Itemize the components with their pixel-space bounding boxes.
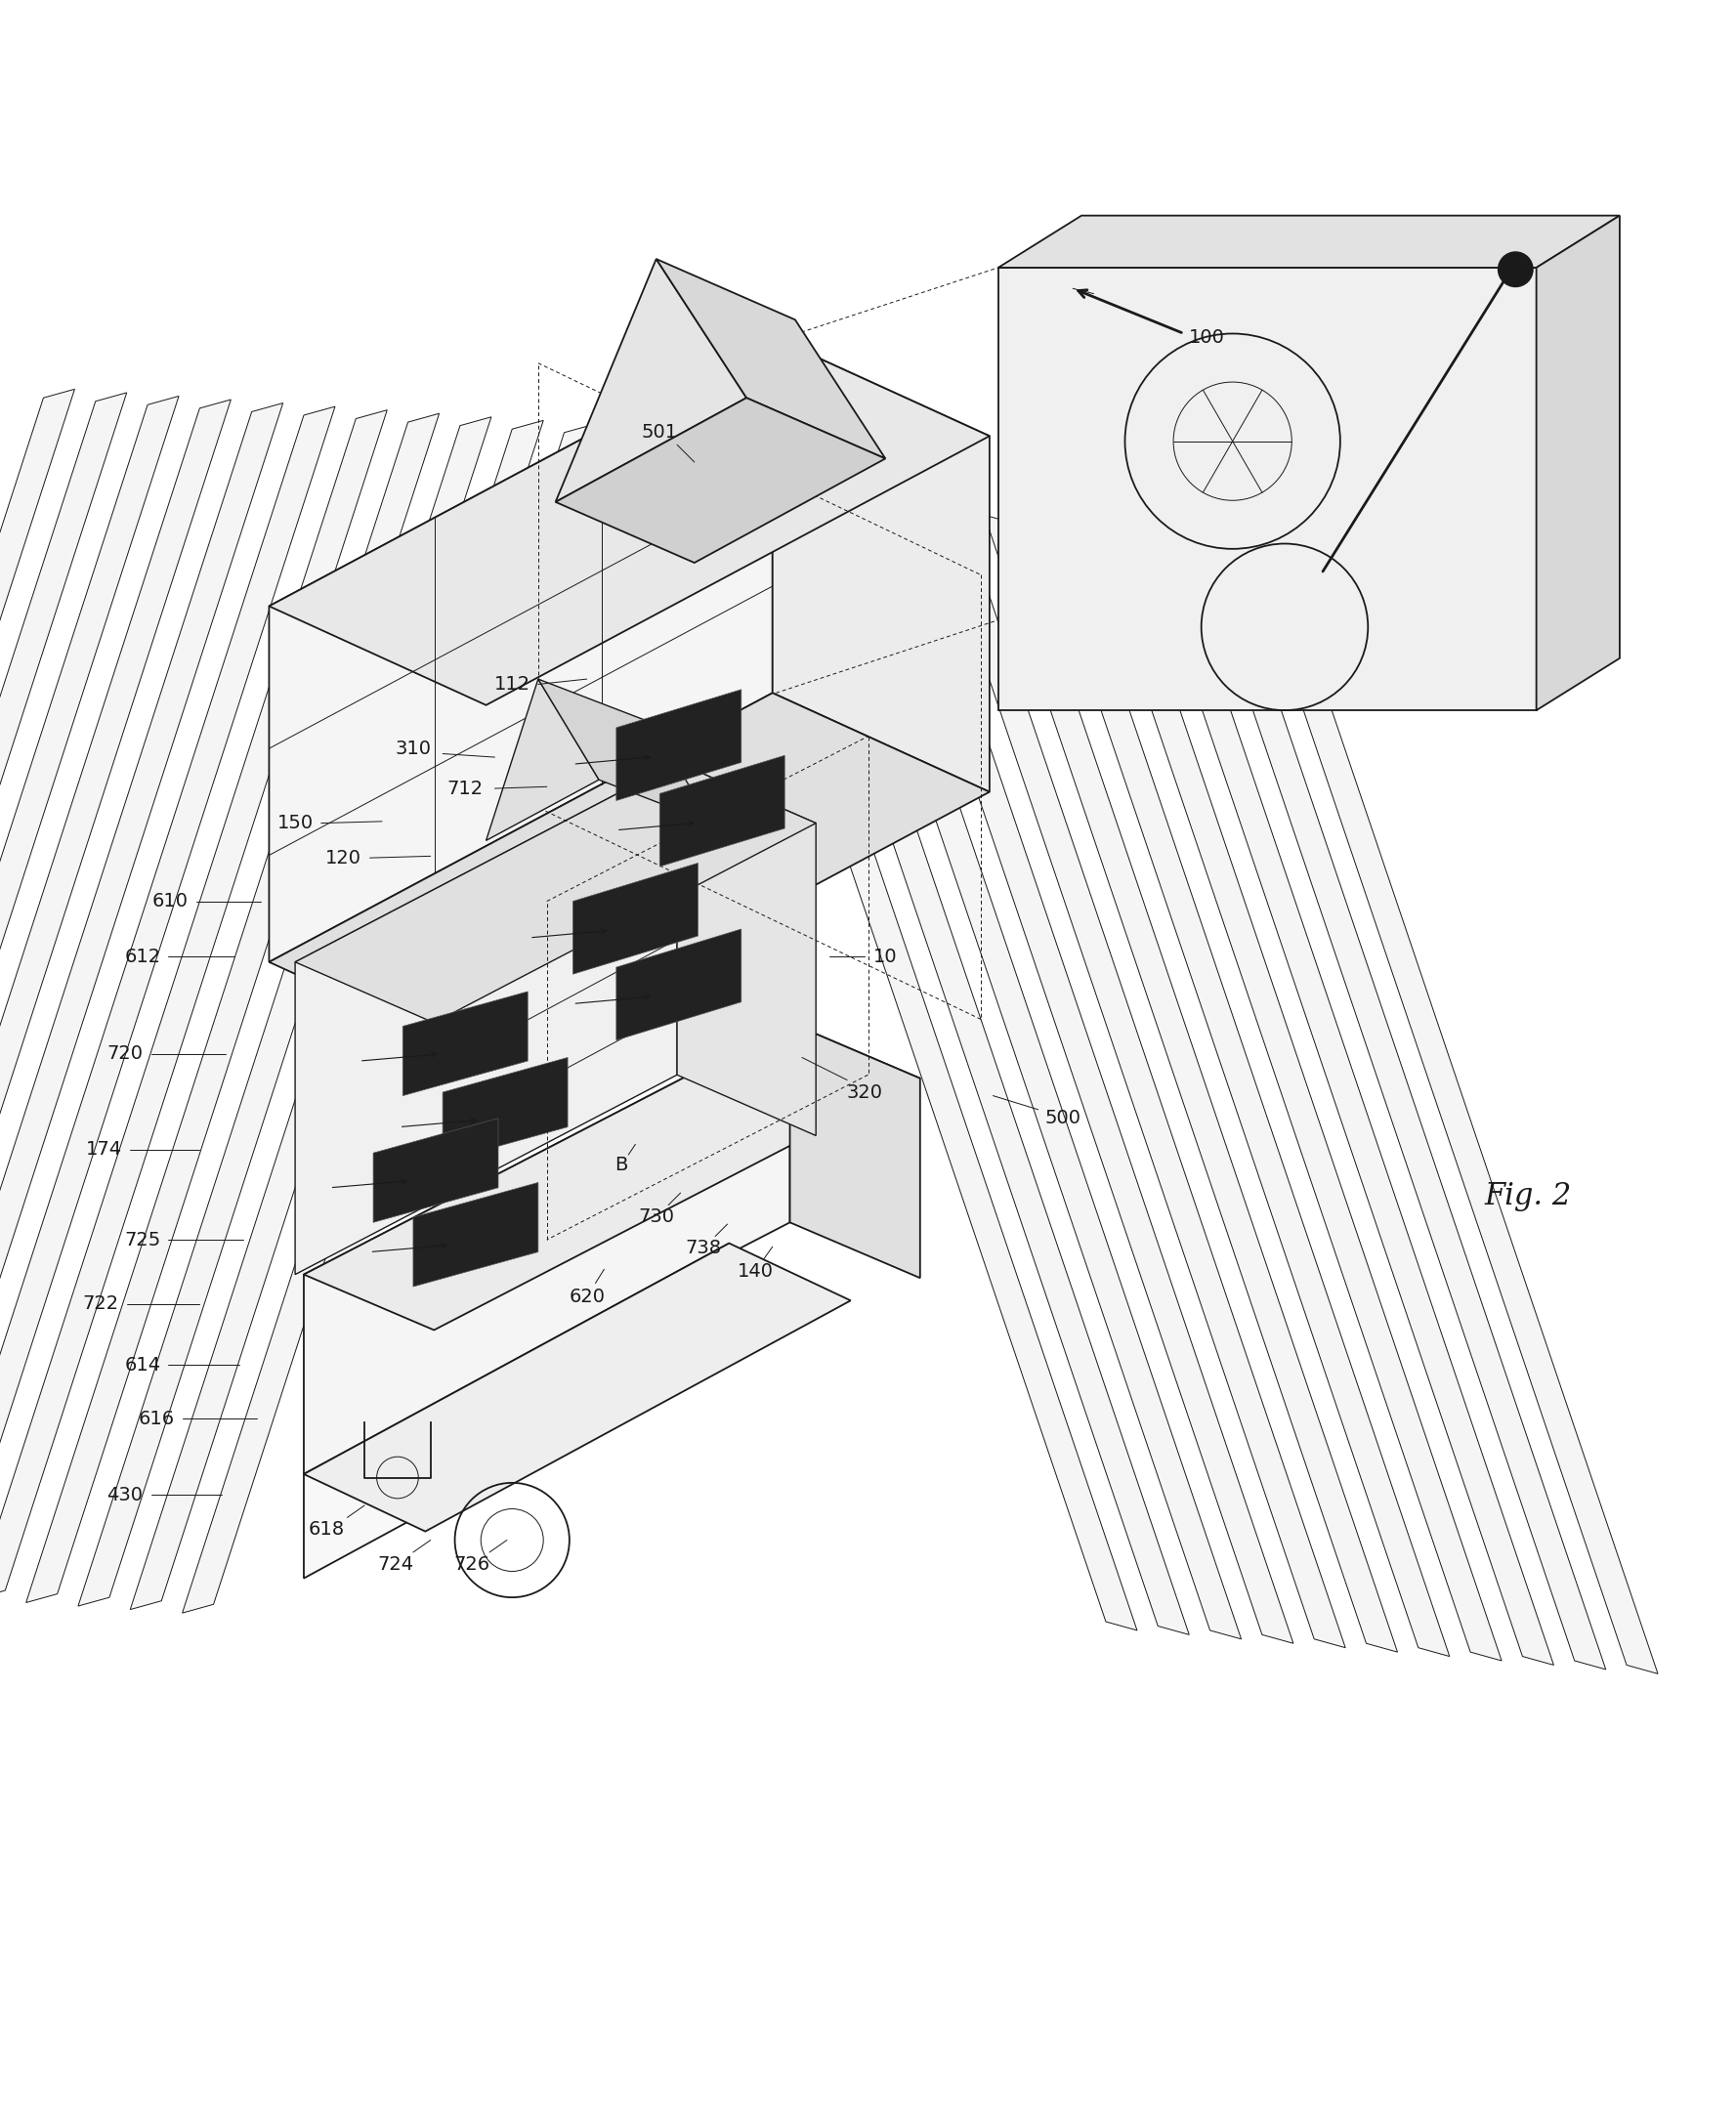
Text: 430: 430 [108, 1485, 142, 1504]
Polygon shape [443, 1058, 568, 1161]
Polygon shape [269, 336, 990, 704]
Text: 712: 712 [448, 778, 483, 797]
Polygon shape [0, 410, 387, 1599]
Text: 620: 620 [569, 1288, 604, 1307]
Text: 174: 174 [87, 1140, 122, 1159]
Polygon shape [660, 755, 785, 867]
Polygon shape [0, 400, 231, 1588]
Polygon shape [556, 398, 885, 563]
Circle shape [1498, 252, 1533, 288]
Polygon shape [130, 421, 543, 1610]
Text: 120: 120 [326, 848, 361, 867]
Text: 725: 725 [125, 1231, 160, 1250]
Polygon shape [1088, 525, 1502, 1660]
Polygon shape [0, 406, 335, 1595]
Polygon shape [724, 493, 1137, 1631]
Polygon shape [304, 1024, 790, 1474]
Polygon shape [0, 396, 179, 1586]
Polygon shape [984, 516, 1397, 1652]
Text: 310: 310 [396, 740, 431, 757]
Polygon shape [998, 269, 1536, 711]
Polygon shape [304, 1024, 920, 1330]
Text: 10: 10 [873, 948, 898, 967]
Polygon shape [656, 258, 885, 459]
Polygon shape [304, 1244, 851, 1531]
Polygon shape [0, 404, 283, 1593]
Polygon shape [790, 1024, 920, 1277]
Polygon shape [373, 1119, 498, 1222]
Polygon shape [1245, 537, 1658, 1673]
Text: 500: 500 [1045, 1108, 1080, 1127]
Text: 610: 610 [153, 893, 187, 912]
Polygon shape [538, 679, 712, 823]
Polygon shape [828, 501, 1241, 1639]
Text: 726: 726 [455, 1555, 490, 1574]
Polygon shape [776, 497, 1189, 1635]
Polygon shape [295, 761, 816, 1024]
Text: B: B [615, 1157, 628, 1174]
Text: 616: 616 [139, 1409, 174, 1428]
Text: 501: 501 [642, 423, 677, 442]
Text: 150: 150 [278, 814, 312, 833]
Text: 720: 720 [108, 1045, 142, 1064]
Polygon shape [616, 689, 741, 802]
Polygon shape [556, 258, 746, 501]
Polygon shape [998, 216, 1620, 269]
Polygon shape [486, 679, 599, 840]
Text: 722: 722 [83, 1294, 118, 1313]
Text: 320: 320 [847, 1083, 882, 1102]
Text: 112: 112 [495, 675, 529, 694]
Polygon shape [269, 336, 773, 962]
Polygon shape [0, 393, 127, 1582]
Polygon shape [880, 505, 1293, 1643]
Polygon shape [304, 1244, 729, 1578]
Polygon shape [0, 389, 75, 1578]
Polygon shape [182, 423, 595, 1614]
Polygon shape [1193, 533, 1606, 1669]
Text: 724: 724 [378, 1555, 413, 1574]
Text: 614: 614 [125, 1356, 160, 1375]
Polygon shape [616, 928, 741, 1041]
Text: Fig. 2: Fig. 2 [1484, 1182, 1571, 1212]
Text: 140: 140 [738, 1263, 773, 1280]
Text: 100: 100 [1189, 328, 1224, 347]
Text: 618: 618 [309, 1521, 344, 1540]
Polygon shape [1036, 520, 1450, 1656]
Polygon shape [295, 761, 677, 1275]
Polygon shape [932, 510, 1345, 1648]
Polygon shape [403, 992, 528, 1096]
Polygon shape [26, 412, 439, 1603]
Text: 738: 738 [686, 1239, 720, 1258]
Polygon shape [773, 336, 990, 791]
Polygon shape [78, 417, 491, 1605]
Text: 612: 612 [125, 948, 160, 967]
Polygon shape [677, 761, 816, 1136]
Polygon shape [1536, 216, 1620, 711]
Polygon shape [269, 694, 990, 1062]
Polygon shape [413, 1182, 538, 1286]
Polygon shape [1141, 529, 1554, 1665]
Text: 730: 730 [639, 1208, 674, 1227]
Polygon shape [573, 863, 698, 975]
